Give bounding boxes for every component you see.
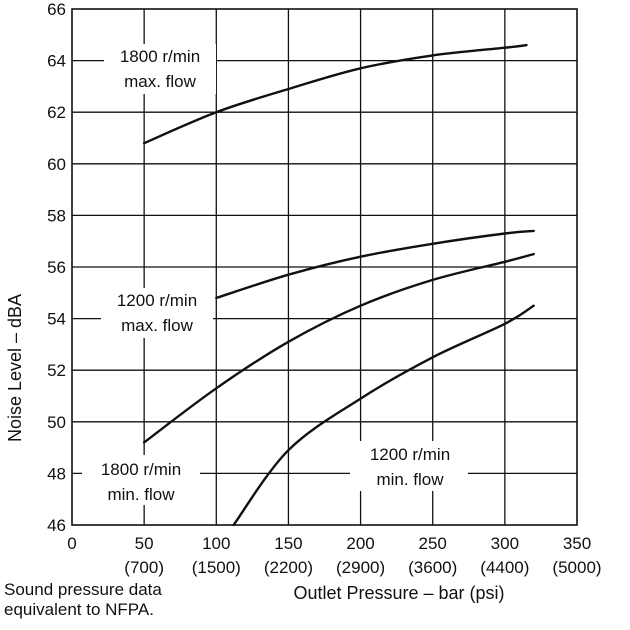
x-tick-label: 200 [346, 534, 374, 553]
x-tick-label: 150 [274, 534, 302, 553]
series-label-bg-4 [350, 441, 468, 491]
series-label-line1: 1800 r/min [101, 460, 181, 479]
y-tick-label: 58 [47, 206, 66, 225]
x-tick-label: 350 [563, 534, 591, 553]
series-line-1 [142, 43, 528, 145]
series-label-bg-3 [82, 455, 200, 505]
x-axis-title: Outlet Pressure – bar (psi) [293, 583, 504, 603]
x-tick-psi-label: (3600) [408, 558, 457, 577]
x-tick-psi-label: (5000) [552, 558, 601, 577]
series-line-2 [215, 229, 535, 300]
y-tick-label: 54 [47, 310, 66, 329]
x-tick-psi-label: (1500) [192, 558, 241, 577]
chart-series-labels: 1800 r/min max. flow 1200 r/min max. flow 18… [82, 44, 468, 505]
y-tick-label: 66 [47, 0, 66, 19]
y-tick-label: 60 [47, 155, 66, 174]
x-tick-psi-label: (2900) [336, 558, 385, 577]
x-tick-label: 0 [67, 534, 76, 553]
series-label-line2: max. flow [121, 316, 194, 335]
series-label-line2: min. flow [107, 485, 175, 504]
chart-ticks: 46 48 50 52 54 56 58 60 62 64 66 0 50 (700) 100 (1500) 1… [47, 0, 601, 577]
x-tick-psi-label: (2200) [264, 558, 313, 577]
y-tick-label: 56 [47, 258, 66, 277]
x-tick-label: 100 [202, 534, 230, 553]
y-axis-title: Noise Level – dBA [5, 294, 25, 442]
y-tick-label: 50 [47, 413, 66, 432]
y-tick-label: 48 [47, 464, 66, 483]
series-label-line1: 1200 r/min [370, 445, 450, 464]
chart-frame [71, 8, 578, 526]
y-tick-label: 62 [47, 103, 66, 122]
series-label-line1: 1200 r/min [117, 291, 197, 310]
x-tick-label: 300 [491, 534, 519, 553]
series-line-4 [232, 304, 535, 527]
x-tick-label: 50 [135, 534, 154, 553]
footnote: Sound pressure data equivalent to NFPA. [4, 580, 162, 620]
y-tick-label: 52 [47, 361, 66, 380]
series-label-bg-2 [101, 288, 213, 338]
x-tick-label: 250 [419, 534, 447, 553]
y-tick-label: 46 [47, 516, 66, 535]
plot-border [71, 8, 578, 526]
footnote-line-2: equivalent to NFPA. [4, 600, 154, 619]
x-tick-psi-label: (700) [124, 558, 164, 577]
chart-grid [72, 9, 577, 525]
series-label-line2: max. flow [124, 72, 197, 91]
series-label-line2: min. flow [376, 470, 444, 489]
y-tick-label: 64 [47, 52, 66, 71]
chart-series [142, 43, 535, 527]
series-label-line1: 1800 r/min [120, 47, 200, 66]
x-tick-psi-label: (4400) [480, 558, 529, 577]
series-line-3 [142, 252, 535, 444]
footnote-line-1: Sound pressure data [4, 580, 162, 599]
series-label-bg-1 [104, 44, 216, 94]
